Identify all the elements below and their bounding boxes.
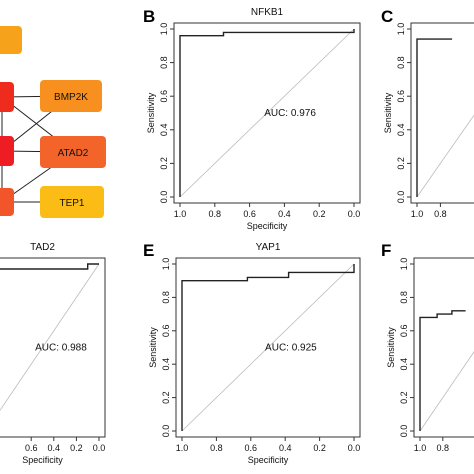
network-node — [40, 136, 106, 168]
y-tick-label: 0.2 — [396, 157, 406, 170]
chart-title: NFKB1 — [251, 7, 284, 18]
plot-frame — [410, 22, 474, 204]
roc-chart: TAD2 AUC: 0.988 0.6 0.4 0.2 0.0 Specificity — [0, 242, 106, 465]
y-tick-label: 0.0 — [396, 191, 406, 204]
network-node — [0, 188, 14, 216]
panel-letter: C — [381, 7, 393, 26]
plot-frame — [173, 22, 361, 204]
y-tick-label: 0.4 — [159, 124, 169, 137]
y-axis-label: Sensitivity — [386, 327, 396, 368]
y-tick-label: 0.4 — [399, 358, 409, 371]
x-axis-label: Specificity — [247, 221, 288, 231]
y-axis-label: Sensitivity — [148, 327, 158, 368]
y-tick-label: 0.0 — [159, 191, 169, 204]
x-tick-label: 0.8 — [209, 209, 222, 219]
network-node — [0, 136, 14, 166]
x-tick-label: 0.8 — [210, 443, 223, 453]
panel-letter: F — [381, 241, 391, 260]
network-node — [40, 186, 104, 218]
x-tick-label: 0.0 — [93, 443, 106, 453]
roc-chart: 1.0 0.8 0.0 0.2 0.4 0.6 0.8 1.0 Sensitivity — [383, 22, 474, 219]
y-tick-label: 0.4 — [161, 358, 171, 371]
chart-title: TAD2 — [30, 242, 55, 253]
network-node — [0, 82, 14, 112]
x-tick-label: 0.8 — [434, 209, 447, 219]
y-tick-label: 0.4 — [396, 124, 406, 137]
panel-letters: B C E F — [143, 7, 393, 260]
y-tick-label: 0.8 — [396, 56, 406, 69]
roc-curve-line — [0, 263, 99, 270]
x-tick-label: 0.6 — [243, 209, 256, 219]
x-tick-label: 0.4 — [279, 443, 292, 453]
panel-letter: B — [143, 7, 155, 26]
y-tick-label: 0.6 — [159, 90, 169, 103]
network-node-label: TEP1 — [59, 198, 84, 209]
y-tick-label: 1.0 — [161, 258, 171, 271]
auc-label: AUC: 0.988 — [35, 343, 87, 354]
x-axis-label: Specificity — [248, 455, 289, 465]
x-tick-label: 0.0 — [348, 209, 361, 219]
y-tick-label: 0.2 — [399, 391, 409, 404]
auc-label: AUC: 0.925 — [265, 343, 317, 354]
network-panel: BMP2K ATAD2 TEP1 — [0, 26, 106, 218]
x-tick-label: 0.8 — [437, 443, 450, 453]
y-tick-label: 1.0 — [399, 258, 409, 271]
y-tick-label: 0.6 — [399, 325, 409, 338]
chart-title: YAP1 — [256, 242, 281, 253]
y-tick-label: 0.6 — [161, 325, 171, 338]
network-node-label: ATAD2 — [58, 148, 89, 159]
x-tick-label: 0.6 — [245, 443, 258, 453]
y-tick-label: 0.2 — [159, 157, 169, 170]
diagonal-reference-line — [416, 114, 474, 198]
x-tick-label: 0.4 — [48, 443, 61, 453]
x-axis-label: Specificity — [22, 455, 63, 465]
diagonal-reference-line — [179, 28, 355, 198]
x-tick-label: 0.2 — [313, 209, 326, 219]
y-tick-label: 0.6 — [396, 90, 406, 103]
roc-chart: YAP1 AUC: 0.925 1.0 0.8 0.6 0.4 0.2 0.0 Specific… — [148, 242, 361, 465]
roc-curve-line — [419, 310, 466, 431]
x-tick-label: 0.0 — [348, 443, 361, 453]
roc-curve-line — [179, 29, 355, 197]
y-tick-label: 1.0 — [159, 23, 169, 36]
roc-chart: NFKB1 AUC: 0.976 1.0 0.8 0.6 0.4 0.2 0.0 Specifi… — [146, 7, 361, 231]
roc-charts: NFKB1 AUC: 0.976 1.0 0.8 0.6 0.4 0.2 0.0 Specifi… — [0, 7, 474, 465]
x-tick-label: 0.4 — [278, 209, 291, 219]
y-tick-label: 0.0 — [161, 425, 171, 438]
plot-frame — [413, 257, 474, 438]
x-tick-label: 1.0 — [176, 443, 189, 453]
x-tick-label: 0.6 — [25, 443, 38, 453]
roc-chart: 1.0 0.8 0.0 0.2 0.4 0.6 0.8 1.0 Sensitivity — [386, 257, 474, 453]
diagonal-reference-line — [0, 263, 100, 412]
y-tick-label: 0.2 — [161, 391, 171, 404]
diagonal-reference-line — [181, 263, 355, 432]
y-tick-label: 0.0 — [399, 425, 409, 438]
plot-frame — [0, 257, 106, 438]
x-tick-label: 1.0 — [414, 443, 427, 453]
y-axis-label: Sensitivity — [146, 92, 156, 133]
panel-letter: E — [143, 241, 154, 260]
network-node — [0, 26, 22, 54]
x-tick-label: 1.0 — [174, 209, 187, 219]
network-node — [40, 80, 102, 112]
network-node-label: BMP2K — [54, 92, 88, 103]
x-tick-label: 0.2 — [313, 443, 326, 453]
y-tick-label: 0.8 — [159, 56, 169, 69]
x-tick-label: 1.0 — [411, 209, 424, 219]
y-tick-label: 0.8 — [161, 291, 171, 304]
roc-curve-line — [416, 38, 453, 197]
y-axis-label: Sensitivity — [383, 92, 393, 133]
roc-curve-line — [181, 264, 355, 431]
plot-frame — [175, 257, 361, 438]
auc-label: AUC: 0.976 — [264, 108, 316, 119]
x-tick-label: 0.2 — [70, 443, 83, 453]
y-tick-label: 1.0 — [396, 23, 406, 36]
y-tick-label: 0.8 — [399, 291, 409, 304]
diagonal-reference-line — [419, 351, 474, 432]
